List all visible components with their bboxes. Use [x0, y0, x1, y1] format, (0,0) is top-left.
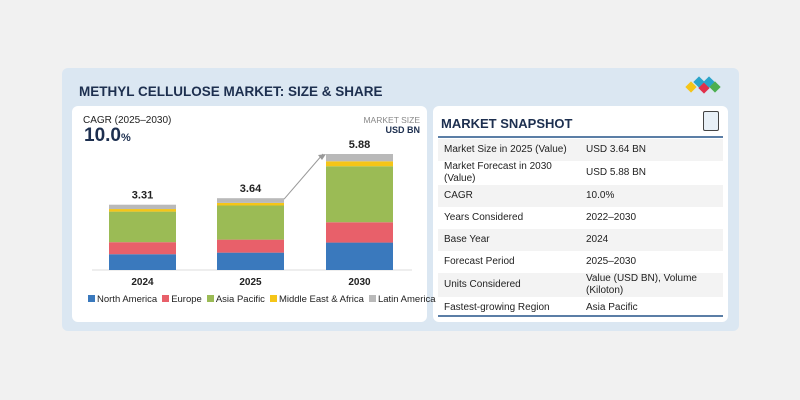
divider	[438, 136, 723, 138]
row-label: Years Considered	[444, 212, 524, 223]
table-row: Years Considered 2022–2030	[438, 207, 723, 229]
table-row: Fastest-growing Region Asia Pacific	[438, 297, 723, 319]
bar-segment	[109, 254, 176, 270]
table-row: Market Forecast in 2030 (Value) USD 5.88 …	[438, 161, 723, 185]
divider	[438, 315, 723, 317]
row-value: 2022–2030	[586, 212, 637, 223]
legend-label: Asia Pacific	[215, 294, 265, 305]
bar-segment	[326, 242, 393, 270]
table-row: Market Size in 2025 (Value) USD 3.64 BN	[438, 139, 723, 161]
row-value: USD 3.64 BN	[580, 139, 723, 161]
snapshot-table: Market Size in 2025 (Value) USD 3.64 BN Ma…	[438, 139, 723, 319]
legend-swatch	[368, 295, 376, 302]
row-label: CAGR	[438, 185, 580, 207]
legend-item: Europe	[162, 294, 202, 305]
x-tick-label: 2030	[348, 277, 371, 288]
page-title: METHYL CELLULOSE MARKET: SIZE & SHARE	[79, 84, 383, 99]
row-label: Market Forecast in 2030 (Value)	[444, 161, 552, 184]
legend-item: Latin America	[368, 294, 436, 305]
row-value: USD 5.88 BN	[586, 167, 647, 178]
legend-label: Latin America	[377, 294, 436, 305]
table-row: Base Year 2024	[438, 229, 723, 251]
brand-logo-icon	[685, 76, 721, 94]
row-value: 10.0%	[580, 185, 723, 207]
legend-item: Asia Pacific	[206, 294, 265, 305]
cagr-unit: %	[120, 132, 131, 144]
legend-label: North America	[97, 294, 158, 305]
bar-segment	[217, 202, 284, 206]
table-row: CAGR 10.0%	[438, 185, 723, 207]
legend-swatch	[88, 295, 95, 302]
bar-segment	[326, 161, 393, 167]
row-value: Value (USD BN), Volume (Kiloton)	[580, 273, 723, 297]
chart-legend: North America Europe Asia Pacific Middle Ea…	[88, 294, 436, 305]
row-value: Asia Pacific	[586, 302, 638, 313]
row-label: Forecast Period	[444, 256, 515, 267]
row-label: Market Size in 2025 (Value)	[438, 139, 580, 161]
bar-segment	[109, 211, 176, 243]
legend-item: North America	[88, 294, 157, 305]
row-value: 2025–2030	[586, 256, 637, 267]
bar-segment	[217, 252, 284, 270]
data-label: 3.31	[132, 190, 153, 202]
cagr-value: 10.0%	[84, 125, 131, 147]
row-label: Units Considered	[438, 273, 580, 297]
legend-swatch	[162, 295, 170, 302]
unit-label: USD BN	[385, 125, 420, 135]
row-value: 2024	[580, 229, 723, 251]
legend-swatch	[206, 295, 214, 302]
data-label: 5.88	[349, 139, 370, 151]
report-icon	[703, 111, 719, 131]
table-row: Units Considered Value (USD BN), Volume (…	[438, 273, 723, 297]
row-label: Base Year	[438, 229, 580, 251]
cagr-number: 10.0	[84, 125, 121, 146]
bar-segment	[109, 204, 176, 210]
data-label: 3.64	[240, 183, 262, 195]
legend-label: Middle East & Africa	[278, 294, 364, 305]
x-tick-label: 2025	[239, 277, 262, 288]
market-size-label: MARKET SIZE	[363, 115, 420, 125]
table-row: Forecast Period 2025–2030	[438, 251, 723, 273]
arrow-head-icon	[318, 154, 326, 160]
legend-item: Middle East & Africa	[269, 294, 364, 305]
row-label: Fastest-growing Region	[444, 302, 550, 313]
cagr-label: CAGR (2025–2030)	[83, 115, 172, 126]
bar-segment	[326, 154, 393, 162]
bar-segment	[217, 239, 284, 253]
x-tick-label: 2024	[131, 277, 154, 288]
bar-segment	[326, 222, 393, 243]
snapshot-title: MARKET SNAPSHOT	[441, 116, 573, 131]
bar-segment	[109, 242, 176, 255]
growth-arrow	[283, 153, 324, 200]
bar-segment	[109, 209, 176, 212]
legend-label: Europe	[171, 294, 202, 305]
bar-segment	[217, 205, 284, 240]
bar-segment	[217, 198, 284, 203]
legend-swatch	[269, 295, 277, 302]
bar-segment	[326, 166, 393, 223]
